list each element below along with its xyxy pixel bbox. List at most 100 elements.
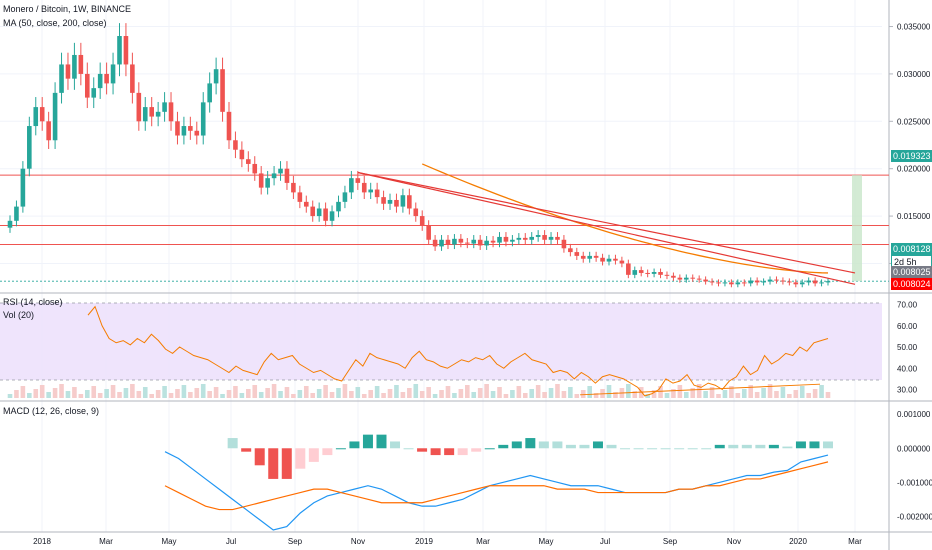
volume-bar [155,390,161,398]
macd-histogram-bar [349,441,360,449]
candle-body [671,275,676,278]
candle-body [278,168,283,174]
volume-bar [568,387,573,398]
time-tick-label: Mar [476,537,490,546]
volume-bar [626,384,631,398]
candle-body [484,240,489,246]
candle-body [84,73,90,98]
candle-body [239,149,245,160]
macd-histogram-bar [390,441,401,449]
candle-body [349,178,354,193]
rsi-legend[interactable]: RSI (14, close) [3,297,63,307]
candle-body [606,258,612,262]
volume-bar [651,390,657,398]
volume-bar [716,394,721,398]
volume-bars [7,384,831,398]
candle-body [761,281,766,283]
candle-body [46,121,51,141]
projection-box [852,175,862,282]
volume-bar [271,384,277,398]
rsi-tick-label: 40.00 [897,364,918,373]
candle-body [490,240,496,243]
volume-bar [27,393,32,398]
candle-body [787,281,792,283]
horizontal-levels[interactable] [0,174,889,282]
volume-bar [168,393,174,398]
trendlines[interactable] [357,171,856,285]
candle-body [780,280,786,282]
candle-body [812,280,818,284]
candle-body [548,236,554,240]
volume-bar [97,393,103,398]
volume-bar [510,390,515,398]
volume-bar [194,388,200,398]
volume-bar [587,386,592,398]
volume-bar [246,389,251,398]
volume-bar [767,384,773,398]
macd-histogram-bar [606,444,617,449]
volume-bar [690,388,696,398]
volume-bar [529,389,535,398]
ma-legend[interactable]: MA (50, close, 200, close) [3,18,107,28]
macd-histogram-bar [782,446,793,449]
macd-histogram-bar [674,448,685,450]
rsi-trendline [579,383,821,396]
macd-legend[interactable]: MACD (12, 26, close, 9) [3,406,100,416]
time-tick-label: 2018 [33,537,51,546]
candle-body [149,107,155,117]
volume-bar [361,394,367,398]
candle-body [59,64,64,93]
macd-histogram-bar [322,448,333,456]
candle-body [516,237,522,240]
volume-bar [542,392,547,398]
candle-body [542,235,547,240]
volume-bar [419,391,425,398]
candle-body [387,199,393,204]
candle-body [729,282,734,285]
time-tick-label: Nov [727,537,741,546]
volume-bar [632,391,638,398]
volume-bar [39,385,45,398]
macd-histogram-bar [701,448,712,450]
candle-body [767,279,773,282]
candle-body [735,282,741,285]
volume-bar [394,385,399,398]
volume-bar [207,391,212,398]
rsi-tick-label: 70.00 [897,301,918,310]
volume-bar [65,391,71,398]
candle-body [774,279,779,281]
volume-bar [812,389,818,398]
candle-body [136,92,142,122]
volume-bar [7,394,13,398]
volume-bar [72,387,77,398]
vol-legend[interactable]: Vol (20) [3,310,35,320]
candle-body [200,102,206,136]
volume-bar [561,391,567,398]
macd-histogram-bar [403,448,414,450]
volume-bar [741,389,747,398]
volume-bar [722,390,728,398]
volume-bar [683,392,689,398]
volume-bar [593,393,599,398]
macd-histogram-bar [511,441,522,449]
candle-body [477,239,483,246]
volume-bar [445,386,451,398]
macd-line [164,451,829,531]
volume-bar [329,392,335,398]
volume-bar [123,388,129,398]
volume-bar [806,393,811,398]
candle-body [400,195,406,207]
time-tick-label: 2019 [415,537,433,546]
candle-body [587,255,592,259]
candle-body [316,208,322,217]
candle-body [510,239,515,242]
candle-body [162,102,167,112]
candle-body [155,111,161,117]
symbol-title[interactable]: Monero / Bitcoin, 1W, BINANCE [3,4,132,14]
candle-body [419,216,425,226]
candle-body [748,280,754,284]
candle-body [580,255,586,259]
candle-body [355,178,361,183]
volume-bar [252,385,258,398]
